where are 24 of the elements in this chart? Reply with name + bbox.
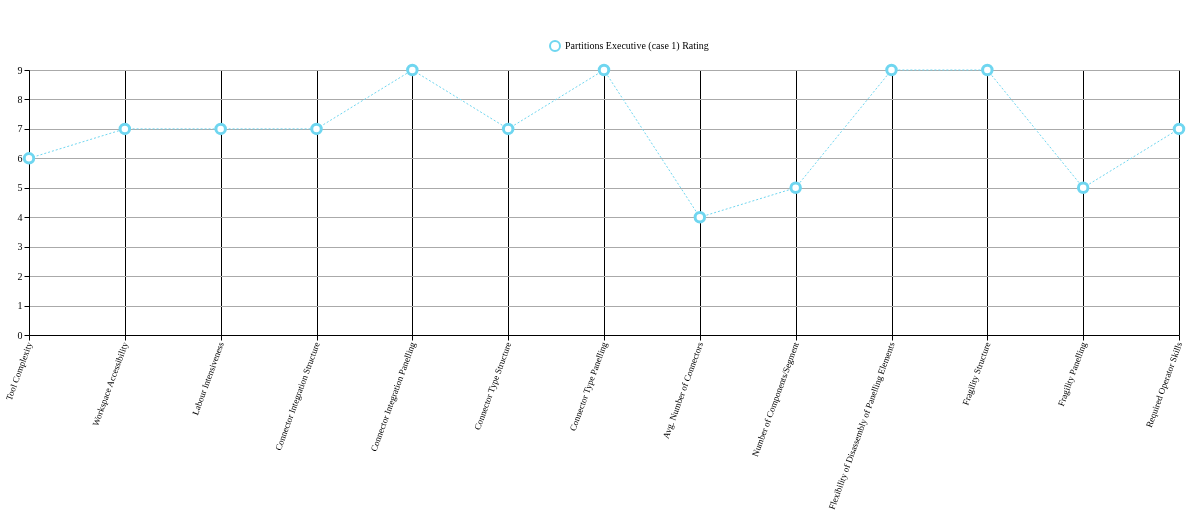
y-tick-label: 2 [17,270,23,282]
y-tick-label: 5 [17,182,23,194]
point [789,181,802,195]
y-tick-label: 0 [17,329,23,341]
point [1172,122,1186,136]
legend-label: Partitions Executive (case 1) Rating [565,40,709,52]
point [501,122,515,136]
y-tick-label: 4 [17,211,23,223]
point [310,122,323,136]
point [981,63,994,77]
point [214,122,227,136]
point [693,210,707,224]
y-tick-label: 6 [17,152,23,164]
point [118,122,132,136]
point [885,63,898,77]
y-tick-label: 8 [17,93,23,105]
point [406,63,419,77]
point [597,63,611,77]
y-tick-label: 7 [17,123,23,135]
y-tick-label: 9 [17,64,23,76]
point [22,152,36,165]
point [1076,181,1090,195]
y-tick-label: 3 [17,241,23,253]
y-tick-label: 1 [17,300,23,312]
